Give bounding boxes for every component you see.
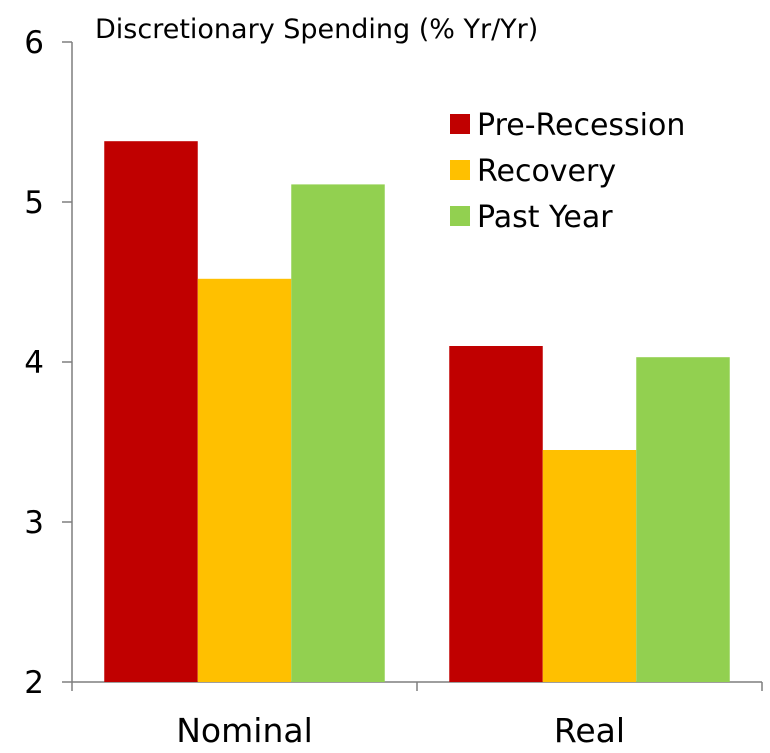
- x-category-label: Real: [554, 711, 625, 750]
- legend-swatch: [450, 114, 470, 134]
- legend-swatch: [450, 160, 470, 180]
- bar-pre-recession-nominal: [104, 141, 198, 682]
- bar-past-year-nominal: [291, 184, 385, 682]
- legend-label: Pre-Recession: [477, 108, 685, 143]
- x-axis: Nominal Real: [71, 681, 763, 750]
- y-axis: 2 3 4 5 6: [24, 25, 73, 701]
- legend: Pre-Recession Recovery Past Year: [450, 108, 685, 235]
- y-tick-label: 4: [24, 345, 44, 381]
- chart-title: Discretionary Spending (% Yr/Yr): [95, 14, 538, 45]
- y-tick-label: 3: [24, 505, 44, 541]
- bar-recovery-nominal: [197, 278, 292, 682]
- legend-label: Recovery: [477, 154, 616, 189]
- legend-swatch: [450, 206, 470, 226]
- y-tick-label: 2: [24, 665, 44, 701]
- bar-past-year-real: [636, 357, 730, 682]
- legend-label: Past Year: [477, 200, 613, 235]
- bar-pre-recession-real: [449, 346, 543, 682]
- x-category-label: Nominal: [176, 711, 313, 750]
- bar-recovery-real: [542, 450, 637, 682]
- y-tick-label: 6: [24, 25, 44, 61]
- y-tick-label: 5: [24, 185, 44, 221]
- bars: [104, 141, 730, 682]
